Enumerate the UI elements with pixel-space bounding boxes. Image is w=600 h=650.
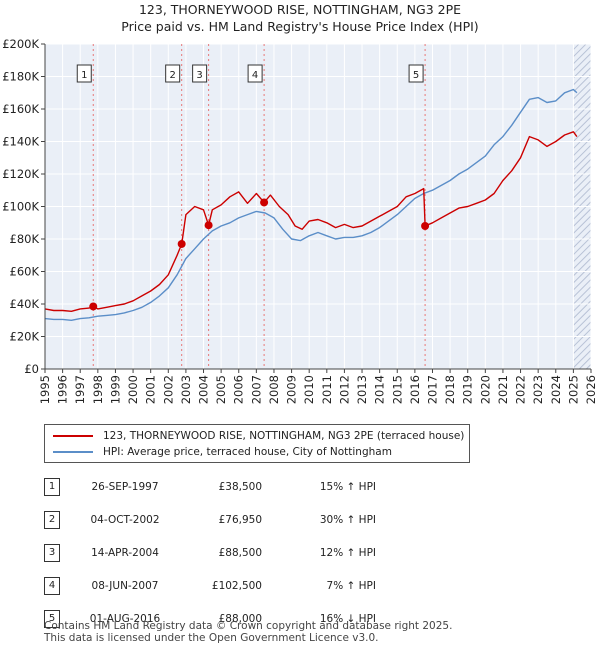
table-row: 1 26-SEP-1997 £38,500 15% ↑ HPI: [44, 470, 376, 503]
table-row: 3 14-APR-2004 £88,500 12% ↑ HPI: [44, 536, 376, 569]
y-tick-label: £0: [24, 362, 39, 376]
y-tick-label: £160K: [2, 102, 39, 116]
sale-hpi-diff: 30% ↑ HPI: [319, 513, 376, 526]
x-tick-label: 2021: [496, 375, 510, 404]
y-tick-label: £80K: [10, 232, 40, 246]
sale-price: £102,500: [211, 579, 262, 592]
sale-price: £38,500: [218, 480, 262, 493]
x-tick-label: 2012: [337, 375, 351, 404]
sale-number-badge: 5: [44, 609, 60, 628]
x-tick-label: 2025: [566, 375, 580, 404]
sales-table: 1 26-SEP-1997 £38,500 15% ↑ HPI 2 04-OCT…: [44, 470, 376, 635]
legend-item-property: 123, THORNEYWOOD RISE, NOTTINGHAM, NG3 2…: [53, 429, 464, 443]
chart-title: 123, THORNEYWOOD RISE, NOTTINGHAM, NG3 2…: [138, 2, 462, 17]
x-tick-label: 2014: [373, 375, 387, 404]
sale-date: 01-AUG-2016: [89, 612, 161, 625]
x-tick-label: 1998: [91, 375, 105, 404]
sale-date: 26-SEP-1997: [91, 480, 159, 493]
x-tick-label: 2015: [390, 375, 404, 404]
y-tick-label: £200K: [2, 37, 39, 51]
x-tick-label: 2016: [408, 375, 422, 404]
x-tick-label: 2003: [179, 375, 193, 404]
chart-subtitle: Price paid vs. HM Land Registry's House …: [121, 19, 479, 34]
sale-hpi-diff: 15% ↑ HPI: [319, 480, 376, 493]
x-tick-label: 2011: [320, 375, 334, 404]
y-tick-label: £120K: [2, 167, 39, 181]
x-tick-label: 2000: [126, 375, 140, 404]
sale-hpi-diff: 7% ↑ HPI: [326, 579, 376, 592]
table-row: 5 01-AUG-2016 £88,000 16% ↓ HPI: [44, 602, 376, 635]
x-tick-label: 2023: [531, 375, 545, 404]
sale-point: [89, 302, 98, 311]
x-tick-label: 1996: [56, 375, 70, 404]
sale-marker-label: 3: [196, 70, 202, 81]
sale-marker-box: [247, 64, 263, 83]
sale-price: £88,500: [218, 546, 262, 559]
sale-marker-label: 5: [413, 70, 419, 81]
sale-point: [260, 198, 269, 207]
sale-number-badge: 4: [44, 576, 60, 595]
sale-marker-box: [192, 64, 208, 83]
sale-hpi-diff: 12% ↑ HPI: [319, 546, 376, 559]
sale-point: [177, 239, 186, 248]
x-tick-label: 1997: [73, 375, 87, 404]
sale-date: 08-JUN-2007: [91, 579, 159, 592]
x-tick-label: 2009: [285, 375, 299, 404]
footer-licence: This data is licensed under the Open Gov…: [44, 632, 379, 644]
x-tick-label: 2010: [302, 375, 316, 404]
sale-number-badge: 3: [44, 543, 60, 562]
sale-marker-box: [76, 64, 92, 83]
sale-number-badge: 1: [44, 477, 60, 496]
x-tick-label: 2002: [161, 375, 175, 404]
legend-item-hpi: HPI: Average price, terraced house, City…: [53, 445, 392, 459]
legend-swatch-property: [53, 435, 93, 437]
x-tick-label: 1995: [38, 375, 52, 404]
sale-marker-label: 1: [81, 70, 87, 81]
legend-swatch-hpi: [53, 451, 93, 453]
x-tick-label: 2007: [249, 375, 263, 404]
x-tick-label: 2017: [425, 375, 439, 404]
sale-point: [204, 221, 213, 230]
x-tick-label: 2022: [514, 375, 528, 404]
x-tick-label: 2020: [478, 375, 492, 404]
x-tick-label: 2026: [584, 375, 598, 404]
sale-marker-box: [165, 64, 181, 83]
x-tick-label: 2013: [355, 375, 369, 404]
table-row: 2 04-OCT-2002 £76,950 30% ↑ HPI: [44, 503, 376, 536]
x-tick-label: 2005: [214, 375, 228, 404]
property-series-line: [44, 131, 578, 312]
sale-date: 14-APR-2004: [91, 546, 159, 559]
hpi-series-line: [44, 88, 578, 321]
footer-copyright: Contains HM Land Registry data © Crown c…: [44, 620, 453, 632]
sale-price: £76,950: [218, 513, 262, 526]
y-tick-label: £60K: [10, 265, 40, 279]
x-tick-label: 2019: [461, 375, 475, 404]
x-tick-label: 1999: [108, 375, 122, 404]
x-tick-label: 2024: [549, 375, 563, 404]
sale-marker-box: [408, 64, 424, 83]
price-chart: £0 £20K £40K £60K £80K £100K £120K £140K £160K £1…: [2, 37, 598, 404]
x-tick-label: 2004: [197, 375, 211, 404]
x-tick-label: 2008: [267, 375, 281, 404]
sale-hpi-diff: 16% ↓ HPI: [319, 612, 376, 625]
y-tick-label: £40K: [10, 297, 40, 311]
legend-label-property: 123, THORNEYWOOD RISE, NOTTINGHAM, NG3 2…: [103, 430, 465, 442]
y-tick-label: £180K: [2, 70, 39, 84]
sale-point: [421, 222, 430, 230]
y-tick-label: £140K: [2, 135, 39, 149]
x-tick-label: 2001: [144, 375, 158, 404]
legend: 123, THORNEYWOOD RISE, NOTTINGHAM, NG3 2…: [44, 424, 470, 463]
x-tick-label: 2006: [232, 375, 246, 404]
x-tick-label: 2018: [443, 375, 457, 404]
y-tick-label: £100K: [2, 200, 39, 214]
table-row: 4 08-JUN-2007 £102,500 7% ↑ HPI: [44, 569, 376, 602]
y-tick-label: £20K: [10, 330, 40, 344]
sale-marker-label: 4: [252, 70, 258, 81]
sale-price: £88,000: [218, 612, 262, 625]
sale-date: 04-OCT-2002: [90, 513, 160, 526]
sale-marker-label: 2: [169, 70, 175, 81]
legend-label-hpi: HPI: Average price, terraced house, City…: [103, 446, 392, 458]
sale-number-badge: 2: [44, 510, 60, 529]
